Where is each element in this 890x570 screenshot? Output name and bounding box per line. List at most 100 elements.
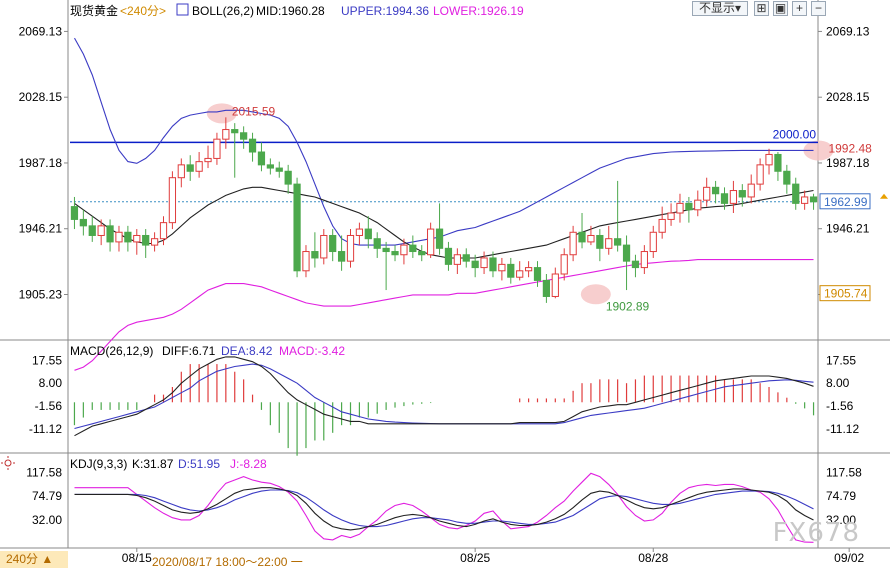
panel-frames <box>0 0 890 549</box>
candle-body <box>284 170 292 185</box>
candle-body <box>809 196 818 203</box>
boll-upper-value: UPPER:1994.36 <box>341 4 429 18</box>
boll-toggle-icon[interactable] <box>176 3 189 16</box>
candle-body <box>792 183 800 204</box>
candle-body <box>498 263 506 272</box>
x-tick-label: 09/02 <box>834 551 864 565</box>
macd-y-tick-label: 8.00 <box>826 376 850 390</box>
candle-body <box>142 234 150 246</box>
candle-body <box>774 153 782 172</box>
macd-header: MACD(26,12,9) DIFF:6.71 DEA:8.42 MACD:-3… <box>70 344 345 358</box>
candle-body <box>240 132 248 140</box>
candle-body <box>364 228 372 240</box>
y-tick-label: 1987.18 <box>19 156 63 170</box>
last-price-arrow-icon <box>880 193 888 199</box>
zoom-in-icon[interactable]: + <box>792 1 807 16</box>
macd-y-tick-label: -1.56 <box>826 399 854 413</box>
y-tick-label: 1946.21 <box>19 222 63 236</box>
candle-body <box>302 251 310 272</box>
extreme-price-label: 1902.89 <box>606 299 650 313</box>
candle-body <box>435 228 444 249</box>
hide-indicator-dropdown[interactable]: 不显示▾ <box>692 1 748 16</box>
candle-body <box>569 231 577 256</box>
macd-y-tick-label: 17.55 <box>32 353 62 367</box>
candle-body <box>747 183 755 198</box>
high-marker-bubble <box>206 103 237 124</box>
candle-body <box>133 234 141 243</box>
level-price-label: 2000.00 <box>773 127 817 141</box>
macd-diff-value: DIFF:6.71 <box>162 344 216 358</box>
kdj-d-line <box>74 489 814 528</box>
price-panel: 2069.13 2069.13 2028.15 2028.15 1987.18 1987.… <box>19 24 888 371</box>
candle-body <box>115 231 123 243</box>
kdj-y-tick-label: 74.79 <box>32 489 62 503</box>
candle-body <box>329 234 337 253</box>
kdj-y-tick-label: 74.79 <box>826 489 856 503</box>
candle-body <box>311 251 319 259</box>
candle-body <box>783 170 791 185</box>
candle-body <box>801 196 809 204</box>
kdj-title: KDJ(9,3,3) <box>70 457 127 471</box>
y-tick-label: 1987.18 <box>826 156 870 170</box>
macd-title: MACD(26,12,9) <box>70 344 153 358</box>
candle-body <box>587 234 595 243</box>
x-tick-label: 08/25 <box>460 551 490 565</box>
candle-body <box>382 247 390 253</box>
candle-body <box>649 231 657 253</box>
macd-panel: 17.55 17.55 8.00 8.00 -1.56 -1.56 -11.12 -11.12 <box>29 353 859 456</box>
period-label[interactable]: <240分> <box>120 4 166 18</box>
grid-icon[interactable]: ⊞ <box>754 1 769 16</box>
period-selector[interactable]: 240分 ▲ <box>0 551 68 568</box>
candle-body <box>694 199 702 211</box>
candle-body <box>533 267 542 281</box>
candle-body <box>204 157 212 163</box>
candle-body <box>524 267 533 272</box>
candle-body <box>70 206 79 220</box>
kdj-y-tick-label: 117.58 <box>26 465 62 479</box>
candle-body <box>320 234 328 259</box>
candle-body <box>676 202 684 214</box>
kdj-header: KDJ(9,3,3) K:31.87 D:51.95 J:-8.28 <box>1 456 267 471</box>
zoom-out-icon[interactable]: − <box>811 1 826 16</box>
candle-body <box>729 190 738 204</box>
candle-body <box>337 251 346 262</box>
kdj-k-line <box>74 487 814 531</box>
y-tick-label: 2069.13 <box>19 24 63 38</box>
candle-body <box>471 260 479 269</box>
y-tick-label: 2028.15 <box>826 90 870 104</box>
candle-body <box>106 225 114 243</box>
candle-body <box>631 260 640 269</box>
candle-body <box>685 202 693 211</box>
candle-body <box>489 257 497 272</box>
candle-body <box>560 254 568 275</box>
cursor-time-label: 2020/08/17 18:00～22:00 一 <box>152 555 303 569</box>
candle-body <box>150 238 159 246</box>
high-marker-bubble <box>803 140 834 161</box>
candle-body <box>640 251 648 269</box>
y-tick-label: 1905.23 <box>19 288 63 302</box>
kdj-y-tick-label: 117.58 <box>826 465 862 479</box>
candle-body <box>213 138 221 159</box>
macd-hist-value: MACD:-3.42 <box>279 344 345 358</box>
candle-body <box>756 164 764 185</box>
macd-dea-value: DEA:8.42 <box>221 344 273 358</box>
candle-body <box>507 263 515 278</box>
kdj-k-value: K:31.87 <box>132 457 174 471</box>
candle-body <box>159 222 168 240</box>
candle-body <box>516 270 524 278</box>
candle-body <box>738 190 746 198</box>
candle-body <box>578 231 586 243</box>
candle-body <box>293 183 301 272</box>
macd-y-tick-label: 17.55 <box>826 353 856 367</box>
boll-lower-value: LOWER:1926.19 <box>433 4 524 18</box>
fullscreen-icon[interactable]: ▣ <box>773 1 788 16</box>
settings-sun-icon[interactable] <box>1 456 15 470</box>
price-tag-box <box>819 193 871 210</box>
candle-body <box>257 151 266 166</box>
macd-y-tick-label: 8.00 <box>39 376 63 390</box>
candle-body <box>542 279 551 297</box>
candle-body <box>614 238 622 246</box>
candle-body <box>551 273 559 297</box>
